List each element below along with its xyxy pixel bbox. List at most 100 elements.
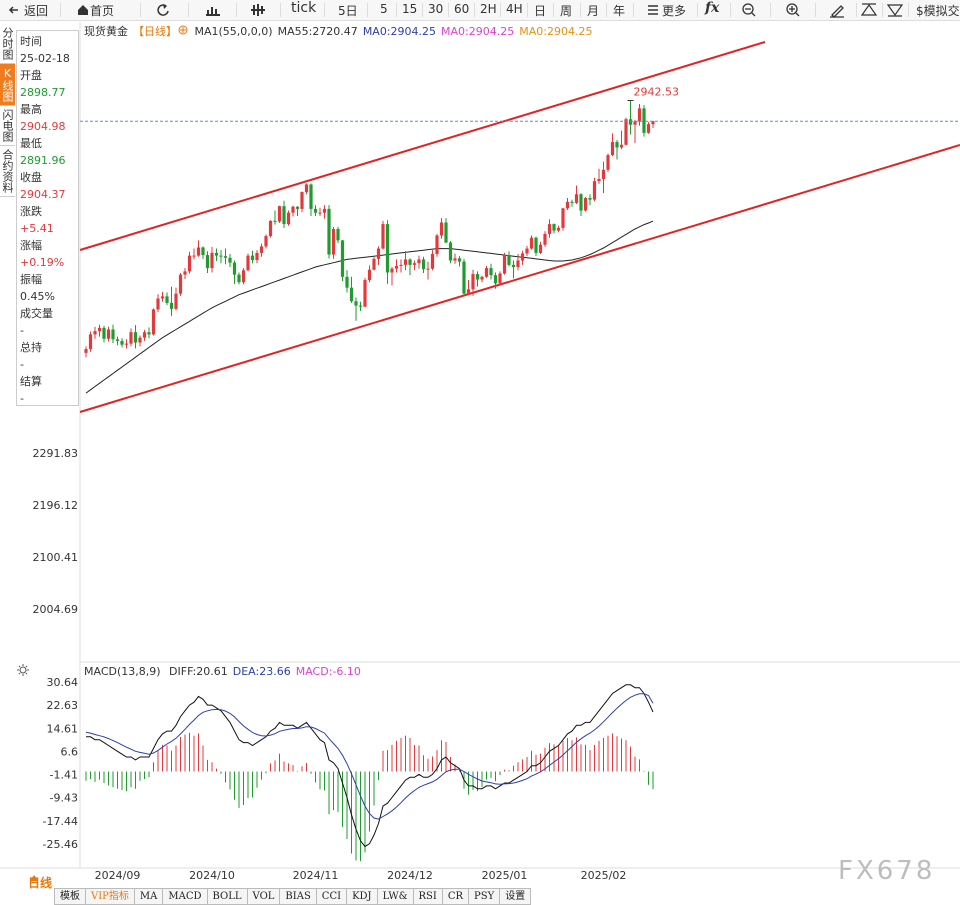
- y-tick-label: 6.6: [61, 745, 79, 758]
- side-tab[interactable]: 闪电图: [0, 106, 15, 146]
- candle-body: [124, 343, 129, 345]
- indicator-tab[interactable]: MA: [133, 888, 164, 905]
- info-value: +5.41: [20, 222, 54, 235]
- info-label: 时间: [20, 35, 42, 48]
- toolbar-button[interactable]: fx: [705, 0, 720, 16]
- indicator-tab[interactable]: MACD: [162, 888, 208, 905]
- candle-body: [651, 121, 655, 125]
- candle-body: [633, 121, 637, 125]
- period-arrow-icon[interactable]: [30, 875, 38, 881]
- y-tick-label: 2100.41: [33, 551, 79, 564]
- toolbar-button[interactable]: 5日: [338, 4, 358, 18]
- legend-entry: MA55:2720.47: [277, 25, 358, 38]
- side-tab[interactable]: 合约资料: [0, 146, 15, 197]
- toolbar-button[interactable]: 15: [402, 2, 418, 16]
- toolbar-button[interactable]: 5: [380, 2, 388, 16]
- indicator-tab[interactable]: BIAS: [279, 888, 317, 905]
- indicator-tab[interactable]: 设置: [499, 888, 532, 905]
- candle-body: [336, 228, 340, 241]
- candle-body: [313, 208, 318, 213]
- candle-body: [372, 258, 376, 270]
- indicator-tab[interactable]: PSY: [468, 888, 501, 905]
- info-value: 2891.96: [20, 154, 66, 167]
- candle-body: [291, 206, 295, 213]
- toolbar-button[interactable]: 日: [534, 4, 547, 18]
- toolbar-separator: [60, 3, 61, 17]
- candle-body: [421, 259, 426, 270]
- indicator-title: MACD(13,8,9): [84, 665, 161, 678]
- candle-body: [178, 274, 183, 294]
- candle-body: [304, 184, 309, 193]
- y-tick-label: 2291.83: [33, 447, 79, 460]
- candle-body: [151, 309, 156, 335]
- candle-body: [417, 259, 421, 264]
- candle-body: [606, 155, 610, 170]
- candle-body: [169, 302, 174, 309]
- toolbar-button[interactable]: 首页: [90, 4, 115, 18]
- candle-body: [471, 274, 475, 290]
- legend-entry: DIFF:20.61: [169, 665, 228, 678]
- candle-body: [354, 301, 358, 306]
- legend-entry: MA0:2904.25: [441, 25, 515, 38]
- add-icon[interactable]: [178, 25, 188, 35]
- candle-body: [489, 268, 493, 276]
- candle-body: [493, 275, 498, 284]
- info-panel: 时间 25-02-18 开盘 2898.77 最高 2904.98 最低 2891.96 收盘 2…: [16, 30, 79, 406]
- toolbar-button[interactable]: 月: [587, 4, 600, 18]
- indicator-tab[interactable]: CCI: [315, 888, 348, 905]
- candle-body: [196, 247, 201, 256]
- candle-body: [457, 258, 462, 262]
- candle-body: [331, 228, 336, 255]
- candle-body: [394, 265, 399, 269]
- side-tab[interactable]: 分时图: [0, 24, 15, 64]
- candle-body: [615, 142, 619, 148]
- watermark: FX678: [838, 856, 936, 886]
- candle-body: [367, 269, 372, 281]
- info-value: +0.19%: [20, 256, 65, 269]
- info-label: 结算: [20, 375, 42, 388]
- indicator-tab[interactable]: VOL: [246, 888, 281, 905]
- toolbar-icons: [8, 3, 904, 18]
- candle-body: [435, 235, 439, 254]
- indicator-tab[interactable]: 模板: [54, 888, 86, 905]
- period-selector[interactable]: 日线: [28, 876, 53, 890]
- indicator-tab[interactable]: CR: [441, 888, 470, 905]
- candle-body: [646, 124, 651, 133]
- toolbar-button[interactable]: 返回: [24, 4, 49, 18]
- toolbar-separator: [422, 3, 423, 17]
- toolbar-separator: [770, 3, 771, 17]
- indicator-tab[interactable]: RSI: [412, 888, 443, 905]
- info-value: 2904.98: [20, 120, 66, 133]
- candle-body: [610, 142, 615, 156]
- indicator-tab[interactable]: KDJ: [346, 888, 378, 905]
- toolbar-button[interactable]: 周: [560, 4, 573, 18]
- toolbar-button[interactable]: 更多: [662, 4, 687, 18]
- candle-body: [475, 274, 480, 280]
- candle-body: [120, 340, 124, 345]
- side-tab[interactable]: K线图: [0, 64, 15, 106]
- toolbar-button[interactable]: 年: [613, 4, 626, 18]
- candle-body: [466, 289, 471, 294]
- candle-body: [160, 296, 165, 299]
- candle-body: [511, 264, 516, 268]
- indicator-tab[interactable]: LW&: [376, 888, 414, 905]
- candle-body: [192, 255, 196, 257]
- y-tick-label: 22.63: [47, 699, 79, 712]
- indicator-tab[interactable]: BOLL: [206, 888, 248, 905]
- toolbar-button[interactable]: $模拟交: [916, 4, 960, 18]
- macd-header: MACD(13,8,9) DIFF:20.61 DEA:23.66 MACD:-6.…: [84, 665, 366, 678]
- toolbar-separator: [856, 3, 857, 17]
- info-label: 最低: [20, 137, 42, 150]
- toolbar-button[interactable]: 30: [428, 2, 444, 16]
- y-tick-label: -1.41: [50, 769, 78, 782]
- toolbar-button[interactable]: 2H: [480, 2, 497, 16]
- toolbar-button[interactable]: tick: [291, 0, 317, 16]
- info-value: -: [20, 324, 24, 337]
- macd-settings-icon[interactable]: [17, 664, 29, 676]
- candle-body: [399, 264, 403, 266]
- legend-entry: MA0:2904.25: [519, 25, 593, 38]
- toolbar-button[interactable]: 60: [454, 2, 470, 16]
- toolbar-button[interactable]: 4H: [506, 2, 523, 16]
- toolbar-separator: [633, 3, 634, 17]
- indicator-tab[interactable]: VIP指标: [85, 888, 135, 905]
